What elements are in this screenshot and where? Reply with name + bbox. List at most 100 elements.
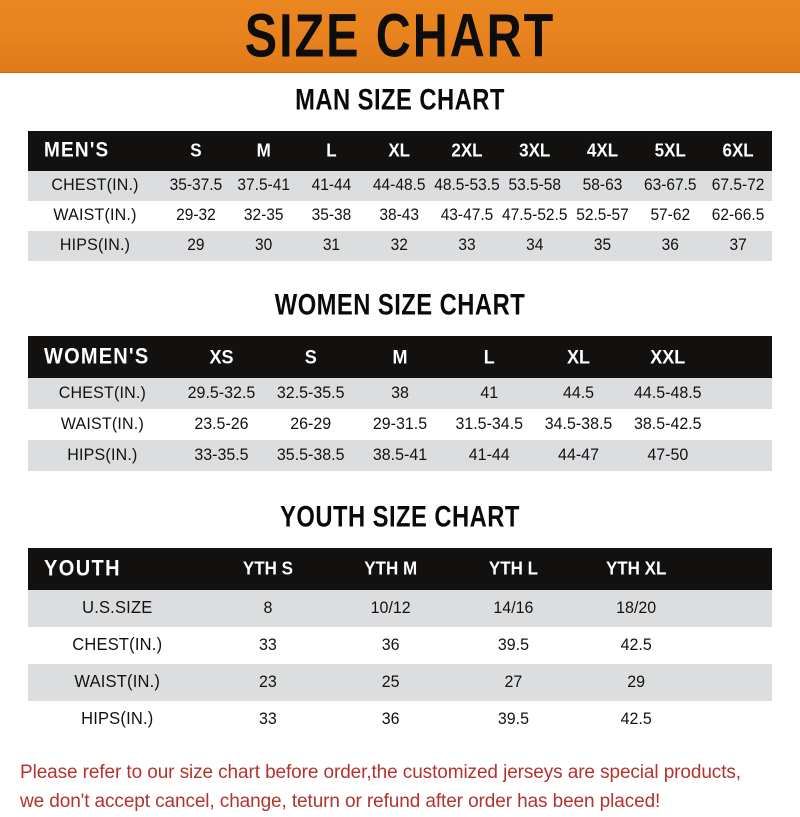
header-size-cell: XS xyxy=(209,345,234,368)
table-cell: 38.5-42.5 xyxy=(633,415,702,433)
section-title-youth: YOUTH SIZE CHART xyxy=(280,500,520,534)
table-cell: 35.5-38.5 xyxy=(276,446,345,464)
header-size-cell: YTH S xyxy=(242,558,293,579)
row-label: CHEST(IN.) xyxy=(58,384,147,402)
table-cell: 47-50 xyxy=(647,446,689,464)
header-size-cell: XL xyxy=(388,140,411,161)
header-size-cell: YTH XL xyxy=(605,558,667,579)
table-cell: 35 xyxy=(593,236,612,255)
header-size-cell-empty xyxy=(712,334,772,379)
table-cell: 41-44 xyxy=(468,446,510,464)
table-cell: 29 xyxy=(187,236,205,255)
table-wrap-women: WOMEN'S XS S M L XL XXL CHEST(IN.) 29.5-… xyxy=(28,336,772,471)
table-cell: 38 xyxy=(391,384,409,402)
table-cell: 14/16 xyxy=(493,599,534,617)
section-man: MAN SIZE CHART MEN'S S M L XL 2XL xyxy=(0,72,800,261)
table-cell-empty xyxy=(698,589,772,628)
table-cell: 39.5 xyxy=(497,636,529,654)
table-row: U.S.SIZE 8 10/12 14/16 18/20 xyxy=(28,590,772,627)
section-title-women: WOMEN SIZE CHART xyxy=(274,288,526,322)
header-size-cell: 2XL xyxy=(451,140,483,161)
table-cell: 38-43 xyxy=(379,206,420,225)
table-cell: 29 xyxy=(627,673,646,691)
table-cell: 36 xyxy=(381,636,400,654)
header-label-youth: YOUTH xyxy=(44,556,121,581)
table-cell: 8 xyxy=(263,599,273,617)
row-label: HIPS(IN.) xyxy=(81,709,154,729)
section-youth: YOUTH SIZE CHART YOUTH YTH S YTH M YTH L… xyxy=(0,471,800,738)
table-cell: 10/12 xyxy=(370,599,411,617)
table-cell-empty xyxy=(712,408,772,441)
table-cell: 36 xyxy=(381,710,400,728)
table-cell: 32-35 xyxy=(243,206,284,225)
header-size-cell: L xyxy=(483,345,495,368)
table-cell: 57-62 xyxy=(650,206,691,225)
header-label-mens: MEN'S xyxy=(44,138,110,163)
table-cell-empty xyxy=(712,439,772,472)
section-title-man: MAN SIZE CHART xyxy=(295,83,505,117)
table-cell: 26-29 xyxy=(290,415,332,433)
table-cell: 34 xyxy=(526,236,544,255)
header-size-cell: YTH M xyxy=(364,558,418,579)
table-cell-empty xyxy=(712,377,772,410)
header-size-cell: S xyxy=(304,345,317,368)
table-cell: 53.5-58 xyxy=(508,176,562,195)
table-cell: 33 xyxy=(259,636,277,654)
table-cell: 32.5-35.5 xyxy=(276,384,345,402)
table-cell: 38.5-41 xyxy=(372,446,428,464)
row-label: CHEST(IN.) xyxy=(72,635,163,655)
table-cell: 44.5 xyxy=(562,384,595,402)
header-size-cell: M xyxy=(256,140,271,161)
table-cell: 34.5-38.5 xyxy=(544,415,613,433)
table-cell: 42.5 xyxy=(620,636,652,654)
table-cell: 37 xyxy=(729,236,747,255)
table-cell: 29-32 xyxy=(176,206,216,225)
table-cell: 41 xyxy=(480,384,499,402)
table-cell: 39.5 xyxy=(497,710,529,728)
table-header-row-women: WOMEN'S XS S M L XL XXL xyxy=(28,336,772,378)
table-cell: 23.5-26 xyxy=(194,415,249,433)
table-cell: 58-63 xyxy=(582,176,623,195)
row-label: HIPS(IN.) xyxy=(59,236,131,255)
table-cell: 48.5-53.5 xyxy=(434,176,500,195)
table-cell: 41-44 xyxy=(311,176,352,195)
table-cell-empty xyxy=(698,700,772,739)
table-cell: 36 xyxy=(661,236,679,255)
header-size-cell: XXL xyxy=(650,345,686,368)
table-cell-empty xyxy=(698,626,772,665)
table-cell: 18/20 xyxy=(616,599,657,617)
table-cell: 44.5-48.5 xyxy=(633,384,702,402)
table-row: WAIST(IN.) 29-32 32-35 35-38 38-43 43-47… xyxy=(28,201,772,231)
table-cell: 52.5-57 xyxy=(576,206,629,225)
table-cell: 62-66.5 xyxy=(711,206,765,225)
header-size-cell: 4XL xyxy=(586,140,619,161)
table-cell: 32 xyxy=(390,236,408,255)
table-cell: 33 xyxy=(458,236,476,255)
table-cell: 25 xyxy=(381,673,400,691)
table-cell: 30 xyxy=(255,236,273,255)
disclaimer-note: Please refer to our size chart before or… xyxy=(20,738,780,817)
table-row: HIPS(IN.) 33-35.5 35.5-38.5 38.5-41 41-4… xyxy=(28,440,772,471)
header-size-cell: S xyxy=(190,140,202,161)
header-size-cell: XL xyxy=(567,345,591,368)
page-title: SIZE CHART xyxy=(244,1,556,71)
table-wrap-youth: YOUTH YTH S YTH M YTH L YTH XL U.S.SIZE … xyxy=(28,548,772,738)
header-size-cell-empty xyxy=(698,546,772,591)
table-row: CHEST(IN.) 29.5-32.5 32.5-35.5 38 41 44.… xyxy=(28,378,772,409)
header-size-cell: 5XL xyxy=(654,140,686,161)
size-table-man: MEN'S S M L XL 2XL 3XL 4XL 5XL 6XL CHEST… xyxy=(28,131,772,261)
table-cell: 63-67.5 xyxy=(643,176,697,195)
row-label: U.S.SIZE xyxy=(82,598,153,618)
table-row: CHEST(IN.) 35-37.5 37.5-41 41-44 44-48.5… xyxy=(28,171,772,201)
header-label-womens: WOMEN'S xyxy=(44,344,150,369)
page-banner: SIZE CHART xyxy=(0,0,800,72)
table-row: WAIST(IN.) 23.5-26 26-29 29-31.5 31.5-34… xyxy=(28,409,772,440)
table-cell: 31.5-34.5 xyxy=(455,415,524,433)
header-size-cell: L xyxy=(326,140,337,161)
table-cell: 29.5-32.5 xyxy=(187,384,256,402)
table-row: CHEST(IN.) 33 36 39.5 42.5 xyxy=(28,627,772,664)
header-size-cell: 3XL xyxy=(519,140,551,161)
table-cell: 33 xyxy=(259,710,277,728)
table-cell: 47.5-52.5 xyxy=(501,206,568,225)
